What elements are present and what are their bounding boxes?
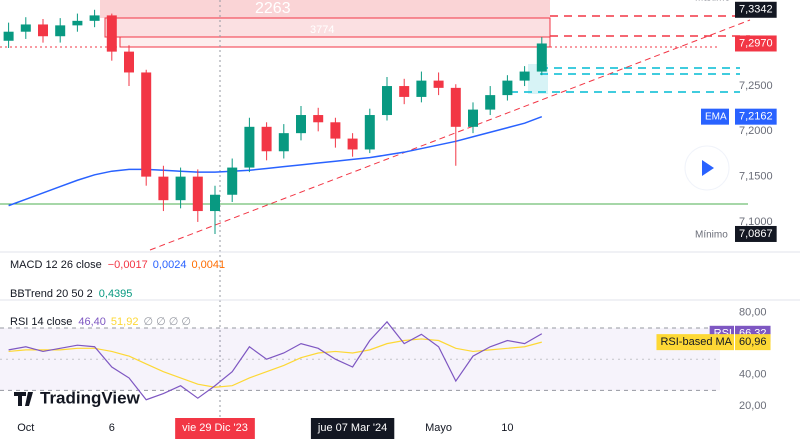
candle-body: [296, 115, 306, 134]
y-tick-label: 7,2000: [739, 125, 773, 137]
price-name: EMA: [705, 111, 727, 122]
candle-body: [141, 72, 152, 177]
price-label: 7,2970: [739, 37, 773, 49]
candle-body: [519, 71, 530, 81]
price-label-bg: [735, 225, 777, 242]
trend-line: [149, 19, 751, 251]
candle-body: [192, 176, 203, 212]
candle-body: [106, 15, 117, 52]
annotation: 2263: [255, 0, 291, 17]
indicator-value: 0,4395: [99, 288, 133, 300]
indicator-title: RSI 14 close: [10, 316, 72, 328]
x-tick-label: 10: [501, 422, 513, 434]
price-label-bg: [735, 1, 777, 18]
supply-zone: [100, 0, 550, 18]
indicator-value: 0,0024: [153, 259, 187, 271]
logo-icon: [14, 392, 33, 406]
candle-body: [38, 24, 48, 37]
candle-body: [485, 95, 496, 110]
series-name-bg: [656, 334, 734, 351]
candle-body: [244, 126, 255, 168]
price-label-bg: [735, 334, 771, 351]
candle-body: [313, 115, 324, 123]
candle-body: [210, 194, 220, 212]
price-label: 7,3342: [739, 4, 773, 16]
ema-line: [8, 115, 543, 207]
candle-body: [536, 43, 547, 72]
play-icon: [702, 160, 714, 176]
rsi-line: [8, 338, 542, 388]
candle-body: [399, 86, 410, 97]
y-tick-label: 7,1000: [739, 216, 773, 228]
indicator-value: 46,40: [78, 316, 106, 328]
candle-body: [261, 126, 272, 152]
indicator-value: 51,92: [111, 316, 139, 328]
x-tick-label: vie 29 Dic '23: [182, 422, 248, 434]
x-tick-label: jue 07 Mar '24: [317, 422, 387, 434]
price-label-bg: [735, 35, 777, 52]
price-label: 7,2162: [739, 111, 773, 123]
watermark: TradingView: [40, 388, 141, 407]
candle-body: [72, 20, 83, 26]
candle-body: [278, 133, 289, 152]
candle-body: [227, 167, 238, 195]
annotation: 3774: [310, 24, 334, 36]
candle-body: [158, 176, 169, 201]
candle-body: [433, 80, 444, 88]
candle-body: [330, 122, 341, 139]
y-tick-label: 7,2500: [739, 80, 773, 92]
candle-body: [175, 176, 186, 201]
price-name: Máximo: [695, 0, 730, 3]
candle-body: [468, 109, 478, 127]
x-tick-label: Mayo: [425, 422, 452, 434]
x-tick-badge: [175, 418, 255, 439]
indicator-title: BBTrend 20 50 2: [10, 288, 93, 300]
candle-body: [416, 80, 427, 97]
candle-body: [124, 51, 134, 73]
y-tick-label: 20,00: [739, 400, 767, 412]
indicator-value: −0,0017: [108, 259, 148, 271]
price-label: 60,96: [739, 336, 767, 348]
candle-body: [20, 24, 31, 32]
candle-body: [89, 15, 100, 21]
candle-body: [502, 80, 513, 96]
candle-body: [55, 25, 66, 37]
indicator-title: MACD 12 26 close: [10, 259, 102, 271]
series-name: RSI-based MA: [660, 336, 732, 348]
y-tick-label: 7,1500: [739, 171, 773, 183]
candle-body: [382, 86, 392, 116]
rsi-line: [8, 320, 543, 401]
x-tick-label: 6: [109, 422, 115, 434]
price-name: Mínimo: [695, 230, 728, 241]
price-label-bg: [735, 108, 777, 125]
candle-body: [450, 87, 461, 127]
candle-body: [3, 31, 14, 41]
candle-body: [347, 138, 358, 150]
price-name-bg: [701, 108, 729, 125]
price-label: 7,0867: [739, 228, 773, 240]
y-tick-label: 40,00: [739, 369, 767, 381]
supply-zone: [119, 36, 551, 48]
y-tick-label: 80,00: [739, 306, 767, 318]
x-tick-label: Oct: [17, 422, 34, 434]
x-tick-badge: [310, 418, 395, 439]
candle-body: [364, 115, 375, 150]
indicator-value: 0,0041: [191, 259, 225, 271]
indicator-extra: ∅ ∅ ∅ ∅: [143, 316, 191, 328]
